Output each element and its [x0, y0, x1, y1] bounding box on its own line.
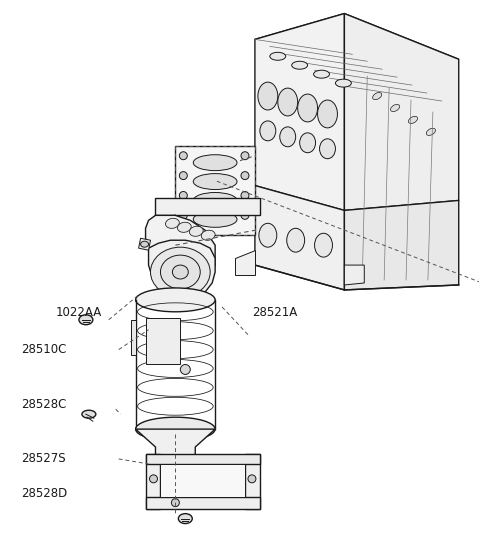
Polygon shape [139, 238, 151, 250]
Polygon shape [136, 429, 215, 464]
Text: 28528C: 28528C [21, 398, 67, 411]
Circle shape [241, 211, 249, 219]
Text: 28527S: 28527S [21, 453, 66, 465]
Ellipse shape [193, 173, 237, 190]
Polygon shape [160, 464, 245, 497]
Ellipse shape [258, 82, 278, 110]
Ellipse shape [408, 116, 418, 123]
Polygon shape [255, 13, 459, 86]
Circle shape [241, 191, 249, 200]
Circle shape [150, 475, 157, 483]
Ellipse shape [151, 247, 210, 297]
Ellipse shape [314, 234, 333, 257]
Ellipse shape [189, 226, 203, 236]
Ellipse shape [179, 514, 192, 524]
Polygon shape [131, 320, 136, 355]
Ellipse shape [426, 128, 435, 136]
Ellipse shape [278, 88, 298, 116]
Ellipse shape [82, 410, 96, 418]
Ellipse shape [336, 79, 351, 87]
Ellipse shape [280, 127, 296, 147]
Polygon shape [255, 13, 344, 210]
Ellipse shape [193, 211, 237, 227]
Polygon shape [344, 13, 459, 210]
Text: 28510C: 28510C [21, 343, 67, 356]
Circle shape [171, 499, 180, 507]
Circle shape [180, 191, 187, 200]
Circle shape [180, 365, 190, 374]
Ellipse shape [136, 417, 215, 441]
Ellipse shape [193, 155, 237, 171]
Polygon shape [156, 198, 260, 215]
Polygon shape [255, 186, 344, 290]
Ellipse shape [178, 222, 191, 232]
Circle shape [241, 152, 249, 160]
Ellipse shape [160, 255, 200, 289]
Ellipse shape [391, 105, 400, 112]
Circle shape [180, 152, 187, 160]
Polygon shape [145, 454, 260, 464]
Circle shape [180, 172, 187, 180]
Polygon shape [145, 318, 180, 365]
Polygon shape [145, 454, 160, 509]
Polygon shape [145, 215, 215, 285]
Ellipse shape [172, 265, 188, 279]
Ellipse shape [141, 241, 148, 247]
Ellipse shape [136, 288, 215, 312]
Polygon shape [148, 240, 215, 296]
Ellipse shape [318, 100, 337, 128]
Ellipse shape [260, 121, 276, 141]
Polygon shape [344, 265, 364, 285]
Ellipse shape [79, 315, 93, 325]
Ellipse shape [313, 70, 329, 78]
Polygon shape [175, 146, 255, 235]
Text: 1022AA: 1022AA [56, 306, 102, 319]
Text: 28528D: 28528D [21, 487, 68, 500]
Circle shape [248, 475, 256, 483]
Ellipse shape [166, 219, 180, 229]
Ellipse shape [287, 229, 305, 252]
Ellipse shape [193, 192, 237, 208]
Polygon shape [344, 201, 459, 290]
Ellipse shape [201, 230, 215, 240]
Ellipse shape [320, 139, 336, 158]
Ellipse shape [372, 92, 382, 100]
Ellipse shape [270, 52, 286, 60]
Ellipse shape [300, 133, 315, 153]
Ellipse shape [292, 61, 308, 69]
Circle shape [180, 211, 187, 219]
Circle shape [241, 172, 249, 180]
Polygon shape [245, 454, 260, 509]
Polygon shape [145, 497, 260, 509]
Ellipse shape [298, 94, 318, 122]
Text: 28521A: 28521A [252, 306, 297, 319]
Polygon shape [235, 250, 255, 275]
Ellipse shape [259, 224, 277, 247]
